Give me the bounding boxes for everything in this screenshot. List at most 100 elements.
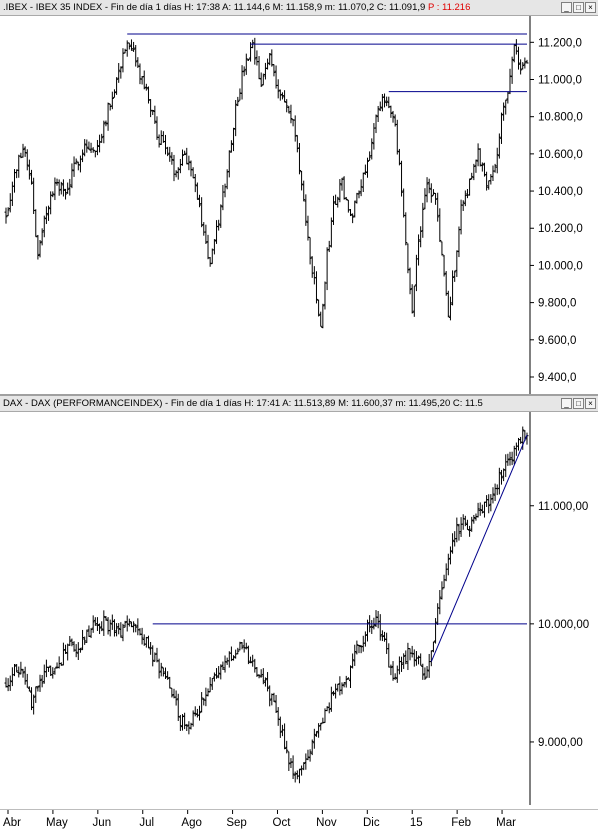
ohlc-bar [499,469,503,485]
close-icon[interactable]: × [585,398,596,409]
ohlc-bar [242,639,246,653]
ohlc-bar [253,37,257,65]
ohlc-bar [257,674,261,679]
ohlc-bar [317,723,321,738]
ohlc-bar [204,224,208,244]
ohlc-bar [163,134,167,155]
ohlc-bar [397,656,401,675]
ohlc-bar [363,631,367,647]
ohlc-bar [395,665,399,683]
ohlc-bar [476,502,480,518]
ohlc-bar [40,228,44,246]
ohlc-bar [297,142,301,175]
ohlc-bar [181,149,185,166]
trend-line[interactable] [430,434,528,662]
ohlc-bar [255,50,259,66]
ohlc-bar [42,215,46,238]
ohlc-bar [44,659,48,678]
ohlc-bar [25,149,29,171]
ohlc-bar [472,163,476,181]
ohlc-bar [272,692,276,702]
ohlc-bar [502,102,506,121]
ohlc-bar [278,89,282,101]
ohlc-bar [506,453,510,466]
minimize-icon[interactable]: _ [561,398,572,409]
ohlc-bar [263,677,267,687]
ohlc-bar [289,104,293,124]
ohlc-bar [61,179,65,197]
ohlc-bar [491,165,495,182]
ohlc-bar [478,502,482,516]
ohlc-bar [217,219,221,231]
ohlc-bar [27,686,31,692]
ohlc-bar [295,134,299,153]
ohlc-bar [455,250,459,277]
ibex-title-text: .IBEX - IBEX 35 INDEX - Fin de día 1 día… [3,2,428,13]
ohlc-bar [53,667,57,675]
ohlc-bar [36,685,40,692]
ohlc-bar [68,635,72,647]
ohlc-bar [434,618,438,644]
time-axis-label: Jun [93,817,112,829]
ohlc-bar [425,177,429,203]
ohlc-bar [278,716,282,738]
ohlc-bar [129,39,133,51]
ohlc-bar [151,645,155,667]
ohlc-bar [312,266,316,285]
pane-divider[interactable] [0,394,598,396]
ohlc-bar [181,714,185,731]
ohlc-bar [285,99,289,113]
ohlc-bar [134,45,138,67]
ohlc-bar [463,190,467,207]
ohlc-bar [404,212,408,246]
ohlc-bar [238,88,242,101]
ohlc-bar [57,656,61,669]
ohlc-bar [366,157,370,178]
ohlc-bar [429,183,433,203]
ohlc-bar [487,494,491,514]
ohlc-bar [81,149,85,163]
ohlc-bar [10,181,14,206]
ohlc-bar [308,237,312,265]
maximize-icon[interactable]: □ [573,398,584,409]
ohlc-bar [70,163,74,189]
ohlc-bar [117,623,121,635]
ohlc-bar [64,188,68,200]
ohlc-bar [446,553,450,576]
ohlc-bar [419,653,423,666]
ohlc-bar [459,517,463,537]
ohlc-bar [246,58,250,61]
ibex-chart-pane[interactable]: .IBEX - IBEX 35 INDEX - Fin de día 1 día… [0,0,598,394]
dax-title-bar[interactable]: DAX - DAX (PERFORMANCEINDEX) - Fin de dí… [0,396,598,412]
ohlc-bar [23,666,27,685]
ohlc-bar [485,495,489,507]
ohlc-bar [344,675,348,688]
ohlc-bar [427,653,431,678]
ohlc-bar [417,234,421,266]
ohlc-bar [406,642,410,671]
ohlc-bar [276,707,280,726]
minimize-icon[interactable]: _ [561,2,572,13]
ohlc-bar [408,648,412,661]
ohlc-bar [127,618,131,627]
dax-price-chart[interactable]: 9.000,00 10.000,00 11.000,00 [0,396,598,809]
time-axis-label: Dic [363,817,380,829]
dax-chart-pane[interactable]: DAX - DAX (PERFORMANCEINDEX) - Fin de dí… [0,396,598,809]
ohlc-bar [431,641,435,653]
ohlc-bar [74,644,78,658]
ohlc-bar [200,197,204,228]
ibex-title-bar[interactable]: .IBEX - IBEX 35 INDEX - Fin de día 1 día… [0,0,598,16]
ohlc-bar [19,661,23,675]
ibex-price-chart[interactable]: 9.400,0 9.600,0 9.800,0 10.000,0 10.200,0 10.… [0,0,598,394]
ohlc-bar [504,99,508,115]
ohlc-bar [229,646,233,662]
ohlc-bar [157,134,161,148]
ohlc-bar [221,661,225,670]
close-icon[interactable]: × [585,2,596,13]
maximize-icon[interactable]: □ [573,2,584,13]
ohlc-bar [72,156,76,177]
ohlc-bar [263,62,267,80]
ohlc-bar [104,616,108,621]
ohlc-bar [174,170,178,178]
ohlc-bar [108,619,112,637]
